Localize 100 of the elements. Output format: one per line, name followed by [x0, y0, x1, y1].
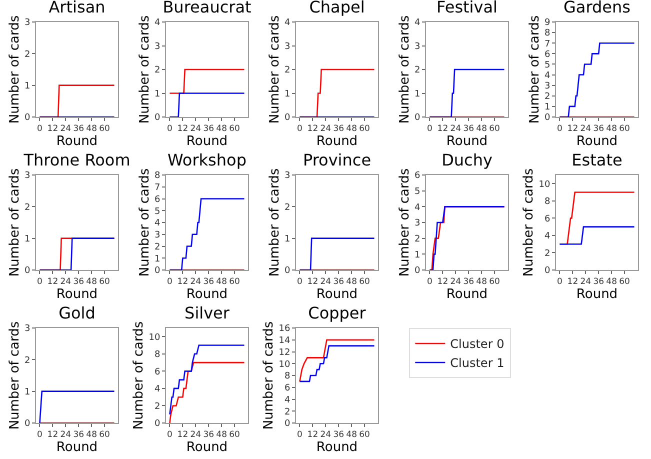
y-tick-label: 2: [414, 66, 420, 76]
y-tick-label: 0: [24, 113, 30, 124]
x-tick-label: 0: [427, 124, 432, 134]
x-tick-label: 60: [359, 124, 370, 134]
y-tick-label: 5: [154, 206, 160, 217]
x-tick-label: 60: [489, 124, 500, 134]
x-tick-label: 60: [359, 430, 370, 440]
y-axis-title: Number of cards: [132, 321, 147, 430]
x-tick-label: 48: [216, 277, 227, 288]
y-tick-label: 10: [278, 360, 290, 370]
line-series: [169, 198, 245, 270]
x-tick-label: 0: [297, 124, 302, 134]
x-axis-title: Round: [576, 287, 618, 302]
x-axis-title: Round: [56, 440, 98, 456]
x-tick-label: 12: [47, 124, 58, 134]
y-tick-label: 10: [538, 180, 550, 190]
y-tick-label: 0: [414, 266, 420, 276]
y-tick-label: 1: [24, 234, 30, 244]
x-tick-label: 36: [463, 124, 474, 134]
y-tick-label: 2: [24, 50, 30, 60]
x-tick-label: 36: [203, 124, 214, 134]
x-axis-title: Round: [56, 287, 98, 302]
x-tick-label: 60: [99, 430, 110, 440]
x-tick-label: 0: [297, 277, 302, 288]
x-tick-label: 36: [333, 277, 344, 288]
x-tick-label: 36: [73, 430, 84, 440]
line-series: [559, 42, 635, 117]
y-tick-label: 6: [154, 367, 160, 378]
x-tick-label: 36: [593, 124, 604, 134]
x-tick-label: 36: [593, 277, 604, 288]
x-tick-label: 48: [476, 277, 487, 288]
x-axis-title: Round: [56, 134, 98, 150]
x-tick-label: 24: [60, 124, 72, 134]
y-tick-label: 6: [544, 214, 550, 224]
y-tick-label: 4: [544, 70, 550, 81]
y-tick-label: 0: [154, 113, 160, 124]
legend-label: Cluster 0: [450, 337, 504, 352]
y-tick-label: 2: [284, 202, 290, 213]
chart-title: Workshop: [168, 150, 246, 170]
x-tick-label: 12: [307, 430, 318, 440]
x-tick-label: 0: [37, 430, 42, 440]
chart-title: Duchy: [442, 150, 492, 170]
y-axis-title: Number of cards: [7, 168, 22, 277]
y-tick-label: 1: [414, 250, 420, 260]
x-tick-label: 60: [229, 124, 240, 134]
y-tick-label: 4: [154, 218, 160, 229]
y-tick-label: 3: [24, 324, 30, 334]
y-tick-label: 0: [154, 266, 160, 276]
y-tick-label: 2: [284, 66, 290, 76]
y-tick-label: 2: [284, 407, 290, 418]
chart-title: Estate: [572, 150, 622, 170]
y-axis-title: Number of cards: [137, 15, 152, 124]
x-tick-label: 24: [450, 277, 462, 288]
y-tick-label: 0: [24, 419, 30, 430]
x-tick-label: 60: [359, 277, 370, 288]
y-tick-label: 6: [154, 194, 160, 205]
y-tick-label: 3: [24, 171, 30, 182]
x-axis-title: Round: [186, 287, 228, 302]
x-tick-label: 36: [203, 430, 214, 440]
y-axis-title: Number of cards: [397, 168, 412, 277]
y-tick-label: 2: [544, 92, 550, 102]
x-tick-label: 36: [333, 430, 344, 440]
x-tick-label: 48: [216, 124, 227, 134]
x-tick-label: 12: [567, 277, 578, 288]
x-axis-title: Round: [316, 440, 358, 456]
y-tick-label: 1: [154, 254, 160, 264]
line-series: [429, 206, 505, 270]
y-tick-label: 10: [148, 332, 160, 343]
x-tick-label: 48: [346, 124, 357, 134]
y-tick-label: 0: [24, 266, 30, 276]
y-tick-label: 0: [284, 419, 290, 430]
x-tick-label: 36: [203, 277, 214, 288]
y-axis-title: Number of cards: [397, 15, 412, 124]
y-tick-label: 16: [278, 324, 290, 334]
y-axis-title: Number of cards: [527, 15, 542, 124]
y-tick-label: 12: [278, 348, 290, 358]
x-tick-label: 24: [580, 124, 592, 134]
x-tick-label: 48: [86, 430, 97, 440]
y-tick-label: 5: [414, 186, 420, 197]
x-tick-label: 0: [297, 430, 302, 440]
y-tick-label: 9: [544, 18, 550, 28]
y-tick-label: 2: [24, 356, 30, 366]
x-tick-label: 24: [60, 430, 72, 440]
x-tick-label: 36: [73, 277, 84, 288]
x-tick-label: 24: [190, 124, 202, 134]
y-tick-label: 0: [284, 266, 290, 276]
chart-title: Gold: [58, 304, 96, 323]
x-tick-label: 60: [489, 277, 500, 288]
y-tick-label: 3: [154, 42, 160, 52]
y-tick-label: 2: [154, 402, 160, 412]
y-tick-label: 3: [414, 42, 420, 52]
chart-title: Festival: [436, 0, 498, 17]
y-tick-label: 8: [284, 372, 290, 382]
x-tick-label: 24: [580, 277, 592, 288]
x-tick-label: 60: [229, 277, 240, 288]
y-tick-label: 2: [154, 242, 160, 252]
x-tick-label: 12: [437, 277, 448, 288]
y-tick-label: 2: [414, 234, 420, 244]
x-tick-label: 36: [463, 277, 474, 288]
x-tick-label: 0: [37, 277, 42, 288]
